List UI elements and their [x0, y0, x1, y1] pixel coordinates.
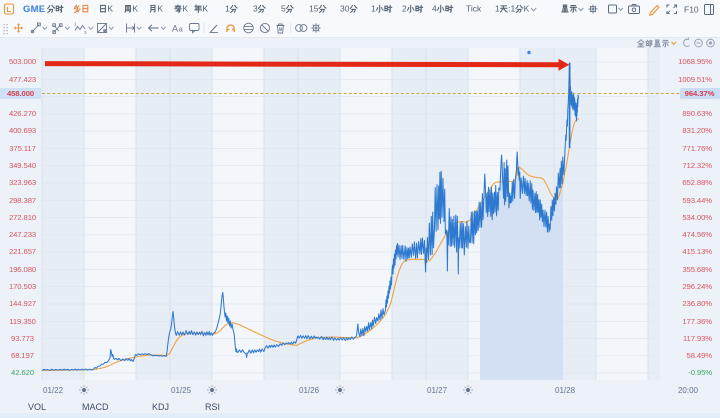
- svg-text:1: 1: [225, 4, 230, 14]
- svg-text:Tick: Tick: [466, 4, 482, 14]
- svg-text:F10: F10: [684, 5, 699, 15]
- svg-text:15: 15: [309, 4, 319, 14]
- svg-text:5: 5: [281, 4, 286, 14]
- svg-text:2: 2: [402, 4, 407, 14]
- svg-text:3: 3: [84, 30, 87, 35]
- svg-text:K: K: [524, 4, 530, 14]
- svg-text:4: 4: [432, 4, 437, 14]
- svg-text:K: K: [182, 4, 188, 14]
- svg-text:1: 1: [371, 4, 376, 14]
- svg-text:K: K: [132, 4, 138, 14]
- svg-text:K: K: [157, 4, 163, 14]
- svg-text:K: K: [107, 4, 113, 14]
- svg-text:GME: GME: [23, 4, 45, 15]
- svg-text:K: K: [202, 4, 208, 14]
- svg-text:1: 1: [74, 22, 77, 27]
- svg-text:30: 30: [340, 4, 350, 14]
- svg-text:1: 1: [495, 4, 500, 14]
- svg-text:3: 3: [253, 4, 258, 14]
- svg-text:A: A: [172, 24, 178, 34]
- svg-text::1: :1: [508, 4, 515, 14]
- svg-text:a: a: [179, 25, 184, 34]
